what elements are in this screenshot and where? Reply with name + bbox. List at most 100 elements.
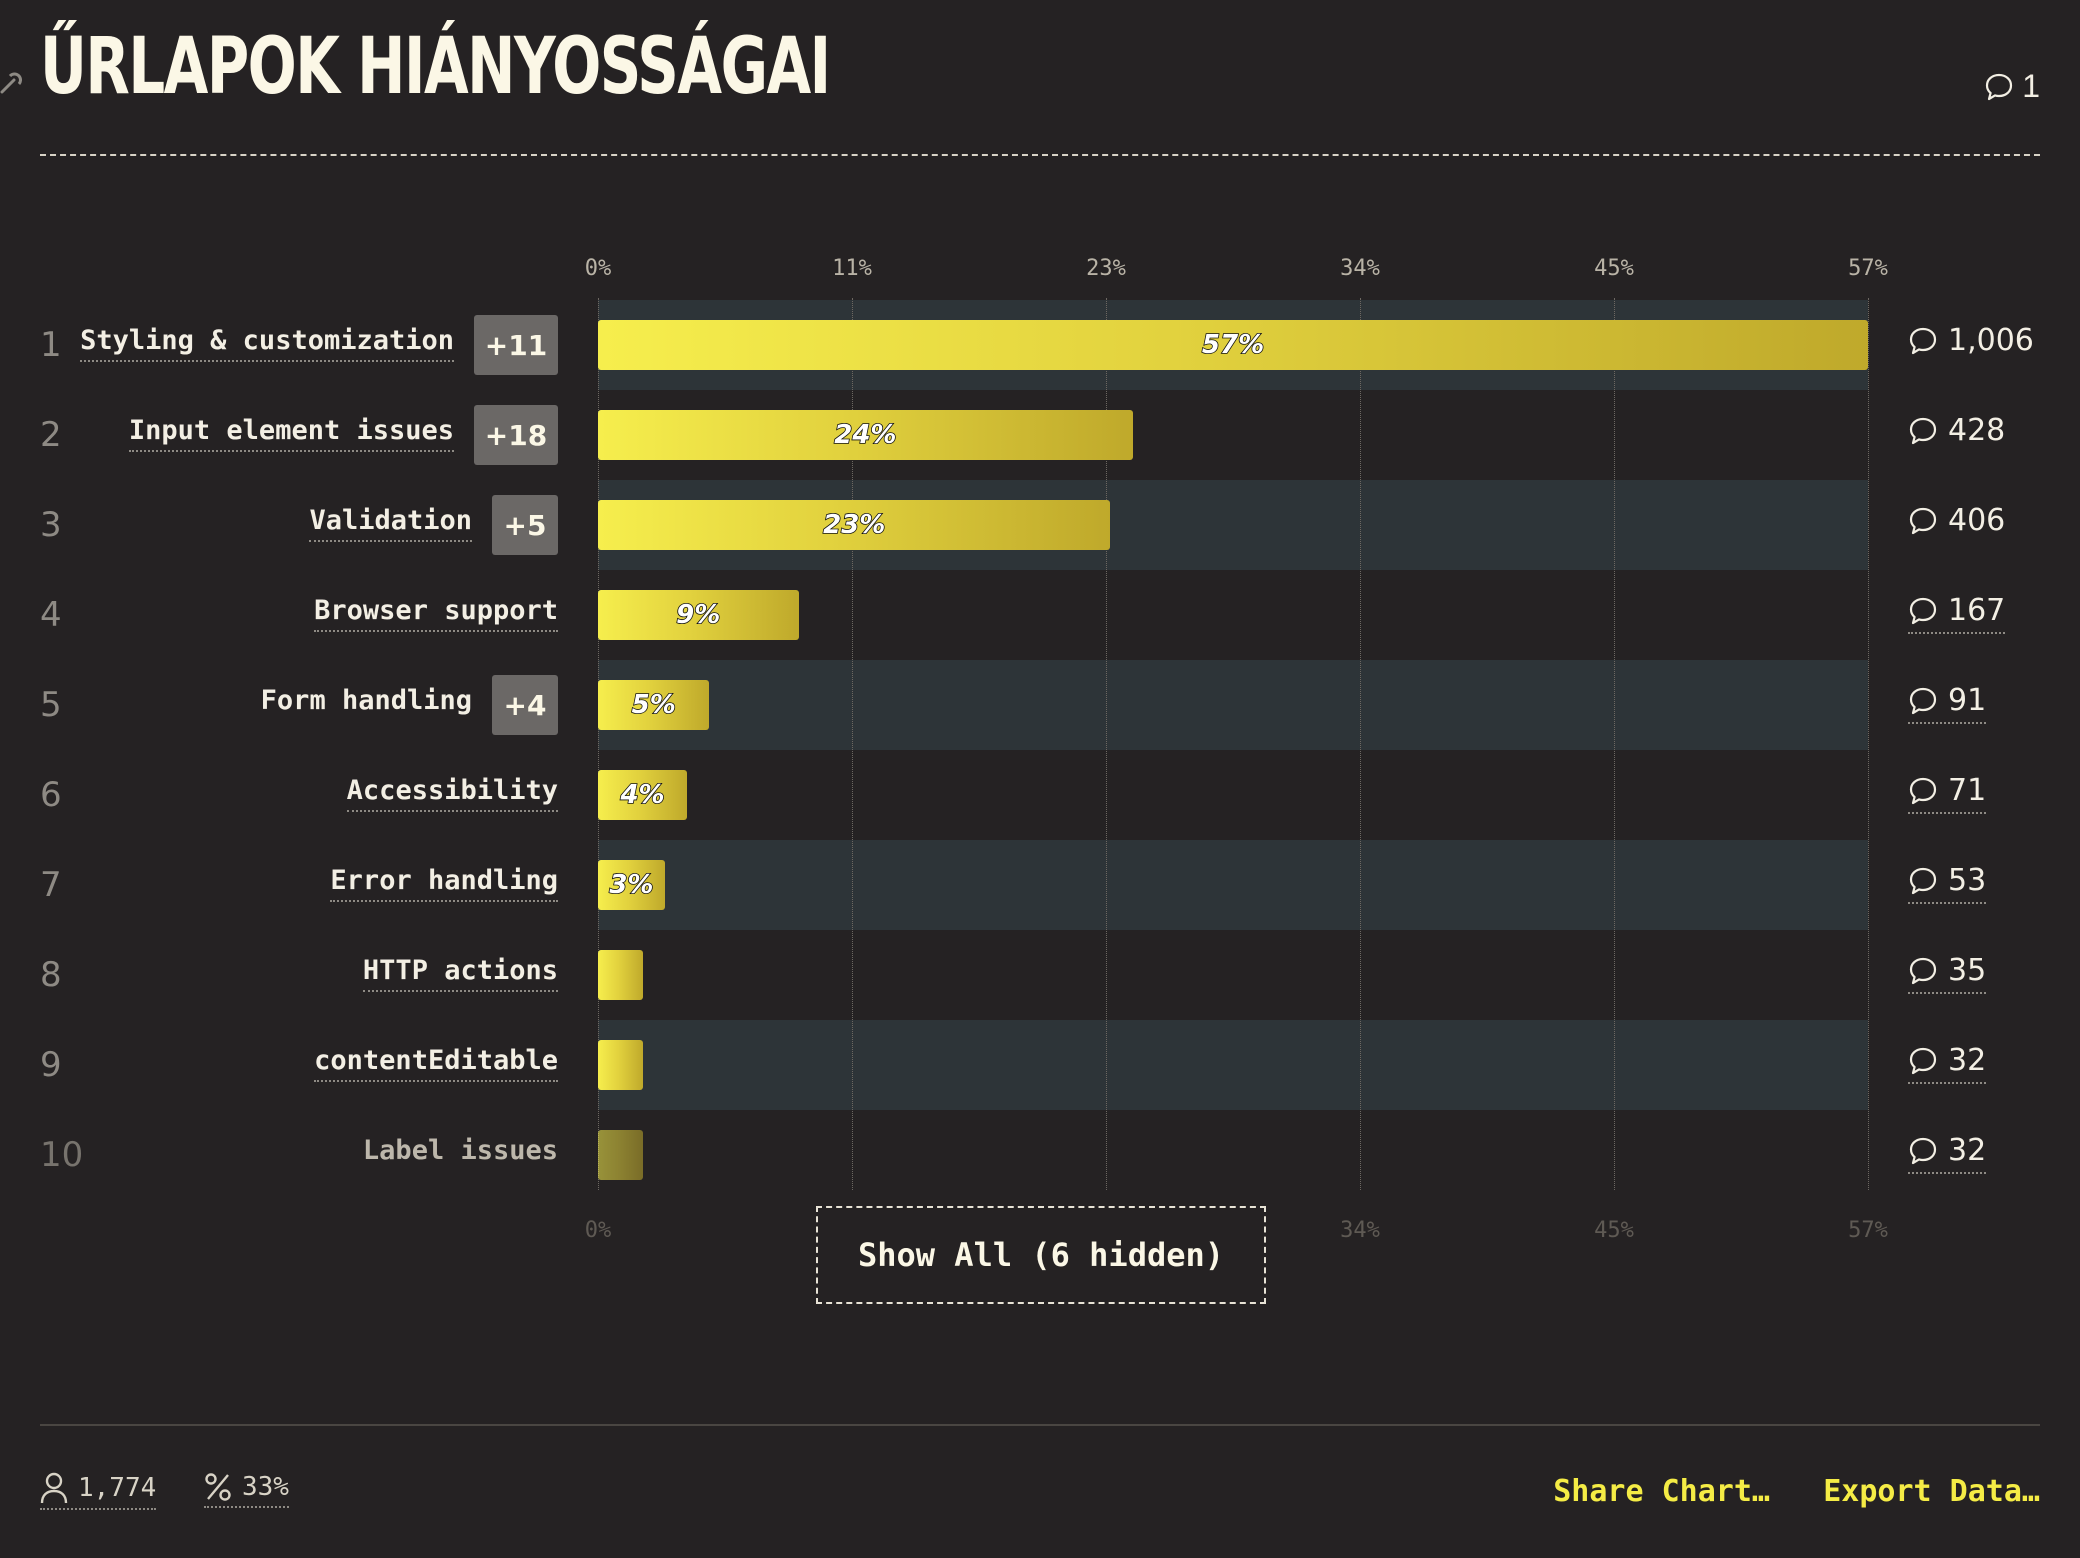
grid-line — [598, 298, 599, 1190]
row-rank: 7 — [40, 865, 62, 905]
comment-icon — [1909, 867, 1937, 894]
bar[interactable] — [598, 500, 1111, 550]
bar-value-label: 4% — [620, 779, 666, 811]
comment-count-value: 53 — [1948, 863, 1987, 898]
comment-count-row[interactable]: 1,006 — [1908, 323, 2034, 362]
link-icon[interactable] — [0, 70, 22, 100]
grid-line — [1614, 298, 1615, 1190]
grid-line — [1106, 298, 1107, 1190]
x-tick-label: 0% — [584, 256, 612, 281]
comment-icon — [1909, 417, 1937, 444]
category-label[interactable]: Browser support — [314, 595, 558, 632]
footer-divider — [40, 1424, 2040, 1426]
bar[interactable] — [598, 320, 1868, 370]
row-rank: 4 — [40, 595, 62, 635]
comment-icon — [1909, 957, 1937, 984]
x-tick-label: 34% — [1340, 256, 1380, 281]
comment-count-row[interactable]: 32 — [1908, 1133, 1987, 1174]
bar[interactable] — [598, 860, 665, 910]
bar-value-label: 3% — [609, 869, 655, 901]
comment-count-value: 406 — [1948, 503, 2006, 538]
grid-line — [852, 298, 853, 1190]
bar-value-label: 57% — [1201, 329, 1265, 361]
more-badge[interactable]: +4 — [492, 675, 558, 735]
row-rank: 2 — [40, 415, 62, 455]
comment-icon — [1909, 1137, 1937, 1164]
bar[interactable] — [598, 680, 710, 730]
comments-button[interactable]: 1 — [1984, 68, 2040, 105]
comment-count-value: 32 — [1948, 1133, 1987, 1168]
bar-value-label: 23% — [822, 509, 886, 541]
comment-icon — [1909, 777, 1937, 804]
comment-count-value: 35 — [1948, 953, 1987, 988]
row-rank: 1 — [40, 325, 62, 365]
x-tick-label: 57% — [1848, 256, 1888, 281]
comment-count-row[interactable]: 71 — [1908, 773, 1987, 814]
export-data-link[interactable]: Export Data… — [1823, 1474, 2040, 1509]
comment-count-row[interactable]: 35 — [1908, 953, 1987, 994]
comment-count-row[interactable]: 167 — [1908, 593, 2006, 634]
page-title: ŰRLAPOK HIÁNYOSSÁGAI — [40, 22, 831, 112]
bar[interactable] — [598, 770, 688, 820]
category-label[interactable]: contentEditable — [314, 1045, 558, 1082]
comment-icon — [1909, 1047, 1937, 1074]
percent-icon — [205, 1473, 231, 1501]
bar[interactable] — [598, 1040, 643, 1090]
comment-count-row[interactable]: 428 — [1908, 413, 2005, 452]
more-badge[interactable]: +18 — [474, 405, 558, 465]
row-band — [598, 1020, 1868, 1110]
respondents-count: 1,774 — [78, 1473, 157, 1503]
x-tick-label-bottom: 45% — [1594, 1218, 1634, 1243]
row-rank: 9 — [40, 1045, 62, 1085]
comment-count-value: 1,006 — [1948, 323, 2034, 358]
comment-icon — [1909, 507, 1937, 534]
row-band — [598, 840, 1868, 930]
comment-count-row[interactable]: 406 — [1908, 503, 2005, 542]
more-badge[interactable]: +11 — [474, 315, 558, 375]
comment-count-value: 428 — [1948, 413, 2006, 448]
user-icon — [40, 1472, 68, 1504]
comment-count-row[interactable]: 91 — [1908, 683, 1987, 724]
respondents-stat[interactable]: 1,774 — [40, 1472, 157, 1510]
category-label[interactable]: Styling & customization — [80, 325, 454, 362]
category-label[interactable]: Label issues — [362, 1135, 558, 1166]
category-label[interactable]: Form handling — [260, 685, 472, 716]
grid-line — [1868, 298, 1869, 1190]
row-rank: 5 — [40, 685, 62, 725]
bar-value-label: 24% — [833, 419, 897, 451]
x-tick-label: 45% — [1594, 256, 1634, 281]
x-tick-label-bottom: 57% — [1848, 1218, 1888, 1243]
bar[interactable] — [598, 410, 1133, 460]
comment-icon — [1909, 687, 1937, 714]
bar[interactable] — [598, 950, 643, 1000]
comment-icon — [1986, 73, 2013, 100]
row-rank: 8 — [40, 955, 62, 995]
grid-line — [1360, 298, 1361, 1190]
row-rank: 6 — [40, 775, 62, 815]
row-rank: 3 — [40, 505, 62, 545]
row-rank: 10 — [40, 1135, 84, 1175]
category-label[interactable]: Error handling — [330, 865, 558, 902]
more-badge[interactable]: +5 — [492, 495, 558, 555]
comment-count-value: 71 — [1948, 773, 1987, 808]
bar[interactable] — [598, 590, 799, 640]
category-label[interactable]: Input element issues — [128, 415, 454, 452]
category-label[interactable]: Accessibility — [346, 775, 558, 812]
header-divider — [40, 154, 2040, 156]
category-label[interactable]: Validation — [309, 505, 472, 542]
x-tick-label: 11% — [832, 256, 872, 281]
comment-icon — [1909, 327, 1937, 354]
bar[interactable] — [598, 1130, 643, 1180]
row-band — [598, 660, 1868, 750]
percentage-value: 33% — [242, 1472, 289, 1502]
category-label[interactable]: HTTP actions — [362, 955, 558, 992]
x-tick-label: 23% — [1086, 256, 1126, 281]
bar-value-label: 5% — [631, 689, 677, 721]
share-chart-link[interactable]: Share Chart… — [1553, 1474, 1770, 1509]
comment-count-row[interactable]: 53 — [1908, 863, 1987, 904]
comment-count-value: 91 — [1948, 683, 1987, 718]
show-all-button[interactable]: Show All (6 hidden) — [816, 1206, 1266, 1304]
percentage-stat[interactable]: 33% — [204, 1472, 289, 1508]
comment-count-value: 32 — [1948, 1043, 1987, 1078]
comment-count-row[interactable]: 32 — [1908, 1043, 1987, 1084]
